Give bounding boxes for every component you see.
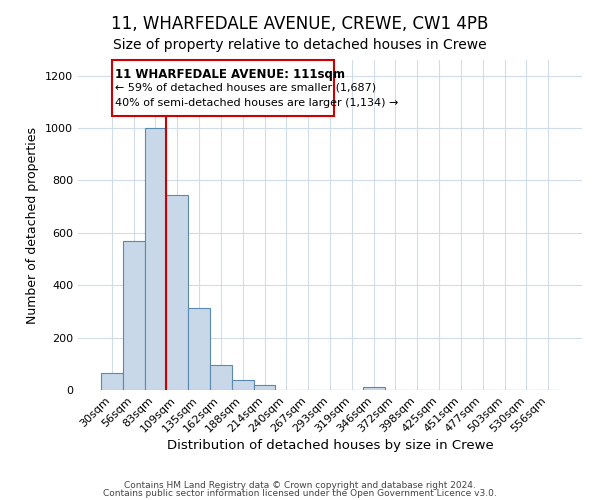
Text: 40% of semi-detached houses are larger (1,134) →: 40% of semi-detached houses are larger (… bbox=[115, 98, 398, 108]
Bar bbox=[232, 380, 254, 390]
Bar bbox=[145, 128, 166, 390]
Bar bbox=[188, 308, 210, 390]
FancyBboxPatch shape bbox=[112, 60, 334, 116]
Bar bbox=[123, 240, 145, 390]
Bar bbox=[210, 365, 232, 390]
Text: Size of property relative to detached houses in Crewe: Size of property relative to detached ho… bbox=[113, 38, 487, 52]
Text: ← 59% of detached houses are smaller (1,687): ← 59% of detached houses are smaller (1,… bbox=[115, 82, 376, 92]
X-axis label: Distribution of detached houses by size in Crewe: Distribution of detached houses by size … bbox=[167, 440, 493, 452]
Bar bbox=[101, 373, 123, 390]
Text: Contains public sector information licensed under the Open Government Licence v3: Contains public sector information licen… bbox=[103, 489, 497, 498]
Text: 11, WHARFEDALE AVENUE, CREWE, CW1 4PB: 11, WHARFEDALE AVENUE, CREWE, CW1 4PB bbox=[112, 15, 488, 33]
Text: 11 WHARFEDALE AVENUE: 111sqm: 11 WHARFEDALE AVENUE: 111sqm bbox=[115, 68, 345, 81]
Y-axis label: Number of detached properties: Number of detached properties bbox=[26, 126, 40, 324]
Text: Contains HM Land Registry data © Crown copyright and database right 2024.: Contains HM Land Registry data © Crown c… bbox=[124, 480, 476, 490]
Bar bbox=[166, 195, 188, 390]
Bar bbox=[363, 388, 385, 390]
Bar bbox=[254, 385, 275, 390]
